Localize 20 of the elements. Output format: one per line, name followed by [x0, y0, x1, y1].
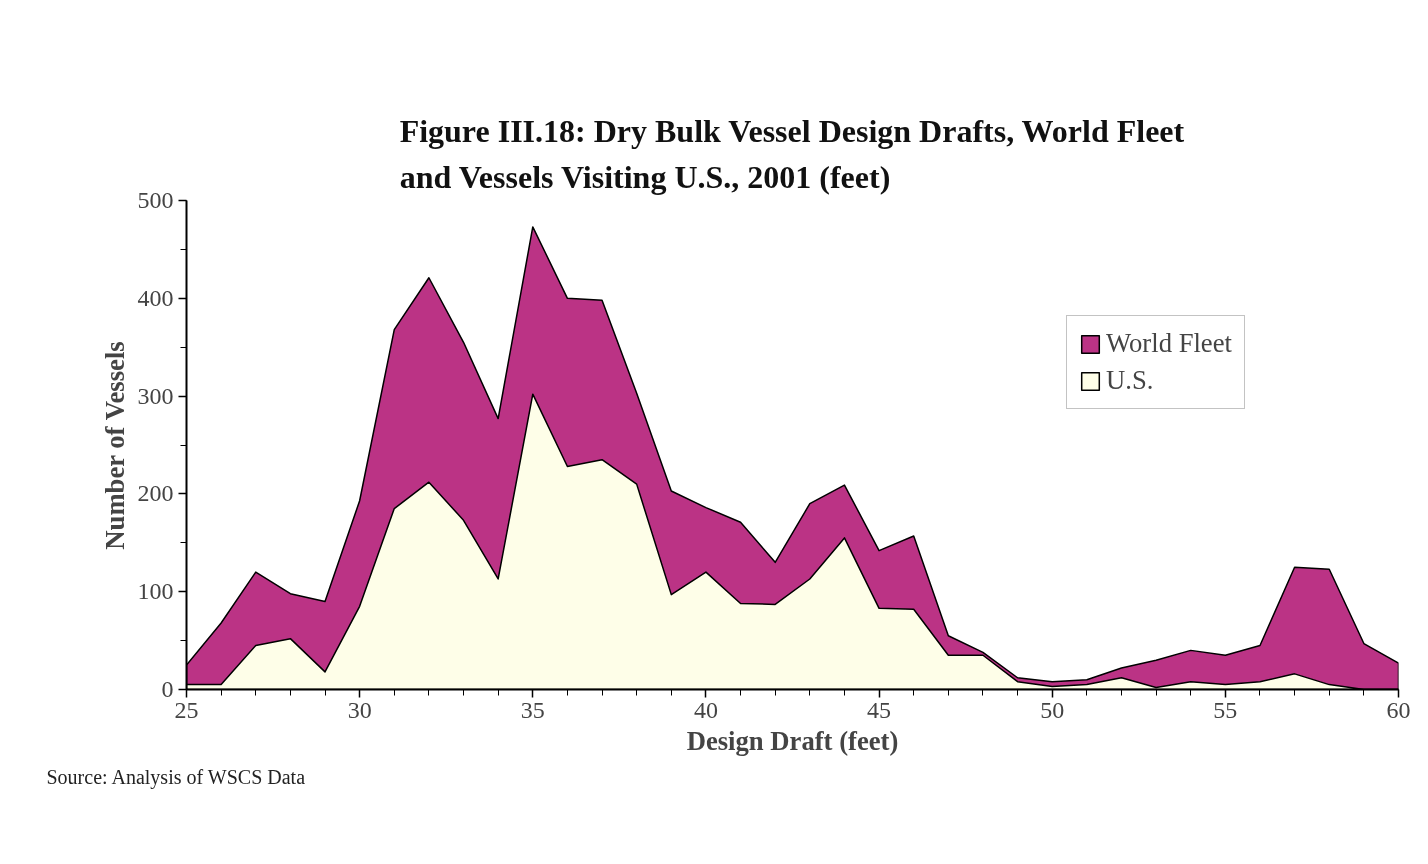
- y-tick-label: 500: [137, 187, 174, 213]
- y-tick-label: 400: [137, 284, 174, 311]
- x-tick-label: 45: [867, 696, 892, 723]
- y-tick-label: 200: [137, 480, 174, 507]
- x-axis-title: Design Draft (feet): [686, 725, 899, 756]
- y-tick-label: 0: [161, 676, 174, 702]
- x-tick-label: 50: [1040, 696, 1065, 723]
- x-tick-label: 55: [1213, 696, 1238, 723]
- x-tick-label: 25: [174, 696, 199, 723]
- legend-label: World Fleet: [1106, 328, 1232, 359]
- legend-label: U.S.: [1106, 365, 1154, 396]
- x-tick-label: 40: [693, 696, 718, 723]
- y-axis-title: Number of Vessels: [99, 341, 130, 550]
- x-tick-label: 60: [1386, 696, 1411, 723]
- y-tick-label: 100: [137, 578, 174, 605]
- x-tick-label: 30: [347, 696, 372, 723]
- source-note: Source: Analysis of WSCS Data: [46, 765, 306, 789]
- y-tick-label: 300: [137, 382, 174, 409]
- x-tick-label: 35: [520, 696, 545, 723]
- chart-title: Figure III.18: Dry Bulk Vessel Design Drafts, World Fleet and Vessels Visiting U.S., 2001 (feet): [399, 112, 1185, 196]
